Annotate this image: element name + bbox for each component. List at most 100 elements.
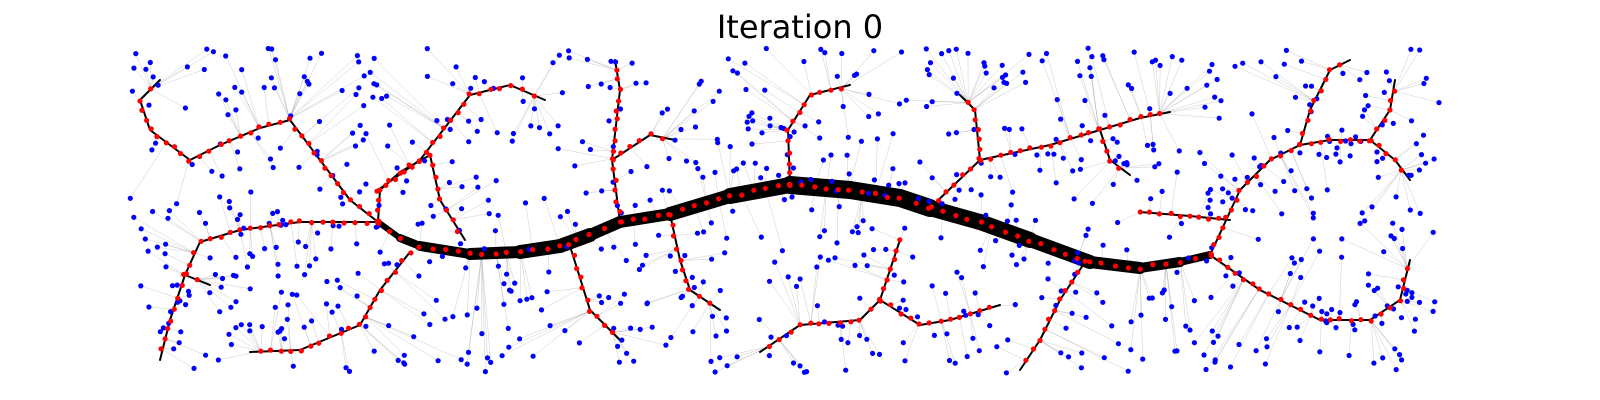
- thin-edge: [709, 290, 721, 304]
- blue-node: [395, 357, 401, 363]
- thin-edge: [967, 62, 985, 103]
- blue-node: [517, 336, 523, 342]
- blue-node: [1339, 127, 1345, 133]
- thin-edge: [968, 77, 1003, 103]
- red-node: [1392, 88, 1398, 94]
- thin-edge: [568, 50, 618, 71]
- thin-edge: [467, 253, 471, 315]
- blue-node: [1208, 211, 1214, 217]
- blue-node: [615, 343, 621, 349]
- blue-node: [1399, 226, 1405, 232]
- thin-edge: [145, 69, 151, 89]
- blue-node: [1323, 318, 1329, 324]
- blue-node: [546, 269, 552, 275]
- blue-node: [512, 280, 518, 286]
- red-node: [1225, 264, 1231, 270]
- thin-edge: [452, 253, 471, 317]
- thin-edge: [979, 310, 990, 326]
- thin-edge: [863, 254, 891, 270]
- thin-edge: [896, 250, 913, 258]
- blue-node: [439, 253, 445, 259]
- blue-node: [272, 57, 279, 63]
- blue-node: [797, 363, 803, 369]
- blue-node: [1374, 149, 1380, 155]
- red-node: [383, 182, 389, 188]
- blue-node: [624, 350, 630, 356]
- blue-node: [169, 283, 176, 289]
- blue-node: [746, 113, 752, 119]
- blue-node: [623, 257, 629, 264]
- thin-edge: [1401, 162, 1426, 171]
- blue-node: [244, 264, 250, 270]
- branch-edge: [184, 241, 201, 276]
- blue-node: [1294, 324, 1300, 330]
- branch-edge: [1369, 139, 1396, 161]
- blue-node: [1227, 364, 1234, 370]
- thin-edges: [130, 48, 1440, 373]
- blue-node: [965, 50, 971, 56]
- thin-edge: [968, 72, 987, 103]
- red-nodes: [137, 62, 1411, 363]
- thin-edge: [250, 132, 274, 168]
- thin-edge: [287, 319, 291, 352]
- blue-node: [1383, 69, 1389, 75]
- red-node: [476, 91, 482, 97]
- thin-edge: [1039, 147, 1042, 171]
- blue-node: [340, 201, 346, 207]
- thin-edge: [513, 95, 535, 134]
- blue-node: [860, 218, 866, 224]
- thin-edge: [1338, 257, 1342, 319]
- blue-node: [361, 73, 367, 79]
- thin-edge: [1339, 64, 1367, 73]
- blue-node: [1083, 314, 1089, 320]
- blue-node: [834, 73, 840, 79]
- blue-node: [643, 252, 649, 258]
- thin-edge: [974, 83, 1007, 110]
- thin-edge: [520, 251, 527, 300]
- red-node: [493, 251, 499, 257]
- blue-node: [275, 273, 281, 279]
- blue-node: [896, 181, 902, 187]
- thin-edge: [289, 76, 305, 119]
- red-node: [330, 219, 336, 225]
- blue-node: [509, 138, 515, 144]
- red-node: [887, 266, 893, 272]
- red-node: [435, 186, 441, 192]
- red-node: [1057, 140, 1063, 146]
- blue-node: [767, 115, 773, 121]
- blue-node: [381, 261, 387, 267]
- blue-node: [564, 208, 571, 214]
- red-node: [1404, 266, 1411, 272]
- red-node: [666, 212, 672, 218]
- blue-node: [1191, 298, 1197, 304]
- blue-node: [976, 348, 982, 354]
- blue-node: [701, 229, 707, 235]
- blue-node: [422, 158, 428, 164]
- thin-edge: [719, 346, 770, 358]
- thin-edge: [337, 306, 349, 329]
- blue-node: [468, 85, 474, 91]
- thin-edge: [968, 54, 1030, 103]
- red-node: [1318, 139, 1324, 145]
- red-node: [1216, 234, 1222, 240]
- thin-edge: [1130, 269, 1141, 322]
- red-node: [787, 150, 793, 156]
- blue-node: [247, 286, 253, 292]
- blue-node: [724, 363, 730, 369]
- thin-edge: [779, 339, 801, 367]
- blue-node: [1430, 308, 1436, 314]
- red-node: [406, 162, 412, 168]
- blue-node: [999, 74, 1006, 80]
- red-node: [1338, 138, 1344, 144]
- blue-node: [927, 60, 934, 66]
- red-node: [408, 250, 414, 256]
- blue-node: [846, 171, 852, 177]
- thin-edge: [1169, 216, 1181, 238]
- thin-edge: [1134, 52, 1151, 115]
- thin-edge: [1354, 304, 1362, 320]
- red-node: [1117, 122, 1123, 128]
- blue-node: [970, 335, 976, 341]
- thin-edge: [1080, 160, 1110, 170]
- blue-node: [428, 202, 434, 209]
